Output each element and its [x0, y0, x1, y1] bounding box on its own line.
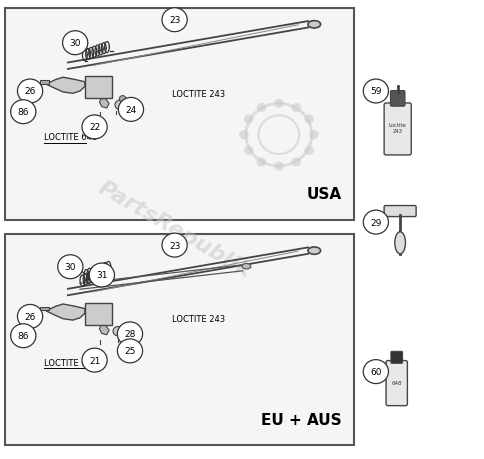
Circle shape — [17, 80, 43, 104]
Text: 60: 60 — [369, 367, 381, 376]
Ellipse shape — [307, 22, 320, 29]
FancyBboxPatch shape — [385, 361, 407, 406]
Circle shape — [118, 98, 143, 122]
Text: 59: 59 — [369, 87, 381, 96]
Ellipse shape — [394, 232, 405, 254]
Circle shape — [303, 146, 313, 156]
Text: 31: 31 — [96, 271, 107, 280]
Circle shape — [82, 116, 107, 140]
Circle shape — [256, 104, 266, 113]
FancyBboxPatch shape — [390, 352, 402, 364]
Circle shape — [363, 360, 388, 384]
Bar — [85, 77, 111, 99]
Text: 26: 26 — [24, 312, 36, 321]
Text: 86: 86 — [17, 108, 29, 117]
Circle shape — [303, 115, 313, 124]
Text: LOCTITE 243: LOCTITE 243 — [172, 90, 225, 99]
Circle shape — [117, 339, 142, 363]
Text: 86: 86 — [17, 331, 29, 341]
Polygon shape — [46, 304, 85, 320]
Text: PartsRepublik: PartsRepublik — [94, 178, 254, 281]
Text: 30: 30 — [69, 39, 81, 48]
Circle shape — [19, 105, 28, 113]
FancyBboxPatch shape — [390, 91, 404, 107]
Text: 28: 28 — [124, 330, 136, 339]
Circle shape — [239, 131, 248, 140]
Text: 23: 23 — [168, 241, 180, 250]
Circle shape — [62, 32, 88, 56]
Circle shape — [89, 263, 114, 287]
Circle shape — [291, 158, 301, 167]
Text: LOCTITE 648: LOCTITE 648 — [44, 358, 97, 367]
Text: 24: 24 — [125, 106, 136, 115]
Bar — [40, 308, 48, 311]
Circle shape — [19, 331, 28, 339]
Circle shape — [120, 333, 127, 339]
FancyBboxPatch shape — [383, 206, 415, 217]
Text: EU + AUS: EU + AUS — [261, 412, 341, 427]
Text: LOCTITE 648: LOCTITE 648 — [44, 133, 97, 142]
Text: USA: USA — [306, 187, 341, 202]
Text: LOCTITE 243: LOCTITE 243 — [172, 314, 225, 324]
Circle shape — [115, 101, 124, 110]
Circle shape — [122, 327, 129, 334]
Polygon shape — [19, 308, 34, 321]
Circle shape — [308, 131, 318, 140]
Circle shape — [117, 322, 142, 346]
Circle shape — [113, 327, 122, 336]
Circle shape — [58, 255, 83, 279]
Circle shape — [273, 162, 283, 171]
Circle shape — [82, 348, 107, 372]
Circle shape — [162, 234, 187, 257]
Circle shape — [11, 324, 36, 348]
Circle shape — [119, 96, 126, 103]
Circle shape — [243, 146, 253, 156]
Polygon shape — [99, 100, 109, 109]
Circle shape — [291, 104, 301, 113]
Text: 29: 29 — [369, 218, 381, 227]
Bar — [5, 234, 353, 445]
Text: 26: 26 — [24, 87, 36, 96]
Ellipse shape — [242, 264, 250, 269]
Bar — [40, 81, 48, 84]
Circle shape — [17, 305, 43, 329]
Text: 21: 21 — [89, 356, 100, 365]
Polygon shape — [99, 326, 109, 335]
Bar — [5, 9, 353, 220]
Text: 30: 30 — [64, 263, 76, 272]
Circle shape — [11, 101, 36, 124]
Circle shape — [363, 80, 388, 104]
Circle shape — [15, 101, 32, 118]
Text: 25: 25 — [124, 347, 136, 356]
Polygon shape — [19, 82, 34, 95]
FancyBboxPatch shape — [383, 104, 410, 156]
Text: Loctite
243: Loctite 243 — [388, 123, 406, 134]
Text: 23: 23 — [168, 16, 180, 25]
Circle shape — [256, 158, 266, 167]
Polygon shape — [46, 78, 85, 94]
Circle shape — [243, 115, 253, 124]
Text: 22: 22 — [89, 123, 100, 132]
Circle shape — [273, 100, 283, 109]
Bar — [85, 303, 111, 325]
Circle shape — [363, 211, 388, 235]
Circle shape — [162, 9, 187, 33]
Circle shape — [15, 327, 32, 343]
Ellipse shape — [307, 247, 320, 255]
Text: 648: 648 — [391, 380, 401, 385]
